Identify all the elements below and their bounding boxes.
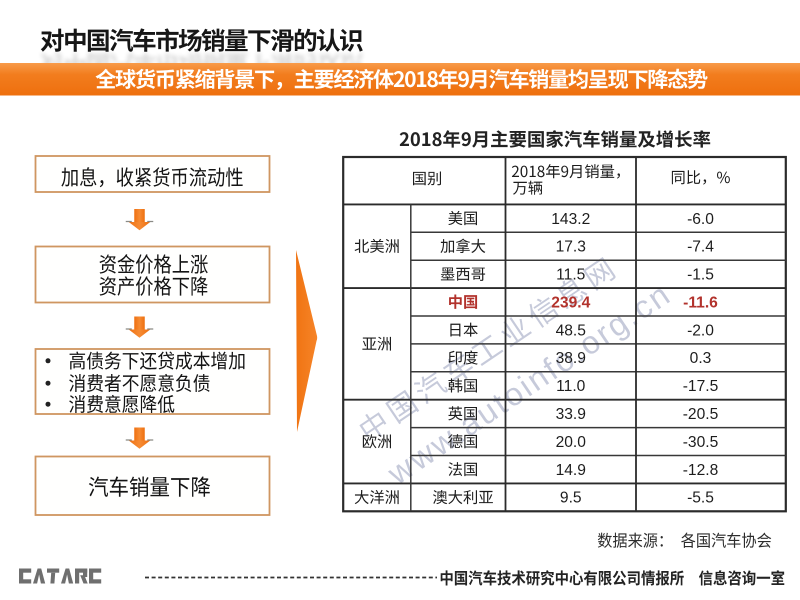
svg-text:-17.5: -17.5 (683, 378, 719, 395)
svg-text:-7.4: -7.4 (687, 239, 714, 256)
svg-text:11.0: 11.0 (556, 378, 586, 395)
svg-text:239.4: 239.4 (551, 294, 590, 311)
svg-text:48.5: 48.5 (556, 322, 587, 339)
svg-text:-20.5: -20.5 (683, 406, 719, 423)
svg-text:-6.0: -6.0 (687, 211, 714, 228)
svg-text:-11.6: -11.6 (683, 294, 718, 311)
svg-text:9.5: 9.5 (560, 490, 582, 507)
svg-text:-12.8: -12.8 (683, 462, 719, 479)
svg-text:-2.0: -2.0 (687, 322, 714, 339)
svg-text:-1.5: -1.5 (687, 267, 714, 284)
svg-text:14.9: 14.9 (556, 462, 586, 479)
svg-text:33.9: 33.9 (556, 406, 586, 423)
svg-text:38.9: 38.9 (556, 350, 586, 367)
svg-text:20.0: 20.0 (556, 434, 587, 451)
svg-text:17.3: 17.3 (556, 239, 586, 256)
svg-text:-5.5: -5.5 (687, 490, 714, 507)
svg-text:143.2: 143.2 (551, 211, 590, 228)
svg-text:0.3: 0.3 (690, 350, 712, 367)
svg-text:-30.5: -30.5 (683, 434, 719, 451)
svg-text:11.5: 11.5 (556, 267, 586, 284)
